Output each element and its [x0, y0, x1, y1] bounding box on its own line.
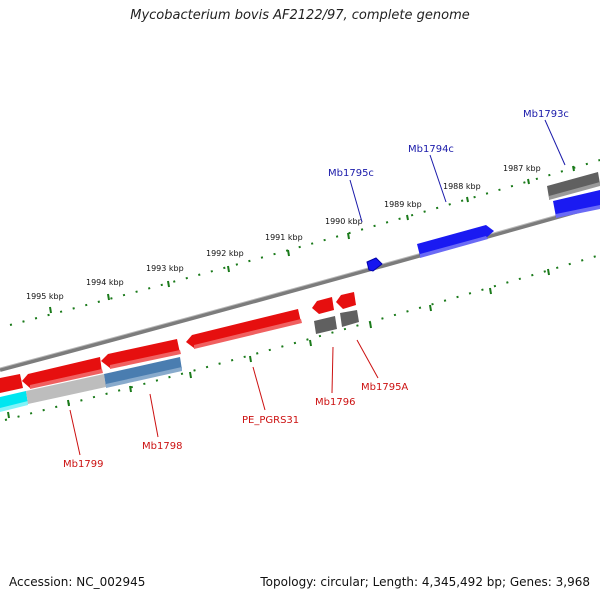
scale-label-1989: 1989 kbp [384, 200, 422, 209]
feature-gray-mb1796 [314, 316, 337, 334]
reverse-leader-lines [69, 339, 379, 456]
gene-mb1799-body[interactable] [22, 357, 102, 388]
gene-red-left-stub [0, 374, 23, 393]
gene-mb1798-body[interactable] [101, 339, 180, 368]
lower-major-ticks [7, 268, 550, 419]
scale-label-1990: 1990 kbp [325, 217, 363, 226]
label-mb1799[interactable]: Mb1799 [63, 459, 103, 470]
gene-mb1798-shade [110, 350, 181, 369]
gene-mb1794c[interactable] [417, 225, 494, 256]
gene-mb1795a-body[interactable] [336, 292, 356, 309]
scale-label-1995: 1995 kbp [26, 292, 64, 301]
scale-label-1987: 1987 kbp [503, 164, 541, 173]
label-pe-pgrs31[interactable]: PE_PGRS31 [242, 415, 299, 426]
label-mb1798[interactable]: Mb1798 [142, 441, 182, 452]
label-mb1795c[interactable]: Mb1795c [328, 168, 374, 179]
genome-backbone [0, 203, 600, 372]
gene-pe-pgrs31-body[interactable] [186, 309, 301, 348]
feature-cyan [0, 391, 28, 411]
scale-label-1992: 1992 kbp [206, 249, 244, 258]
scale-label-1993: 1993 kbp [146, 264, 184, 273]
forward-leader-lines [349, 119, 566, 223]
label-mb1793c[interactable]: Mb1793c [523, 109, 569, 120]
gene-pe-pgrs31-shade [194, 319, 302, 349]
upper-tick-track [9, 159, 600, 326]
map-title: Mycobacterium bovis AF2122/97, complete … [130, 8, 470, 23]
genome-backbone-highlight [0, 202, 600, 369]
feature-cyan-shade [0, 401, 28, 412]
scale-label-1994: 1994 kbp [86, 278, 124, 287]
gene-mb1799-shade [30, 369, 103, 389]
gene-mb1795c[interactable] [366, 257, 383, 272]
label-mb1795a[interactable]: Mb1795A [361, 382, 408, 393]
footer-accession: Accession: NC_002945 [9, 575, 146, 589]
feature-lightgray [26, 374, 106, 404]
feature-steelblue [104, 357, 182, 387]
feature-gray-upper-shade [549, 182, 600, 200]
gene-mb1793c-shade [556, 205, 600, 218]
footer-genome-stats: Topology: circular; Length: 4,345,492 bp… [260, 575, 590, 589]
label-mb1794c[interactable]: Mb1794c [408, 144, 454, 155]
gene-mb1796-body[interactable] [312, 297, 334, 314]
feature-gray-mb1795a [340, 310, 359, 327]
scale-label-1991: 1991 kbp [265, 233, 303, 242]
label-mb1796[interactable]: Mb1796 [315, 397, 355, 408]
upper-major-ticks [49, 165, 575, 314]
feature-steelblue-shade [106, 367, 182, 388]
gene-mb1794c-shade [420, 236, 488, 258]
scale-label-1988: 1988 kbp [443, 182, 481, 191]
feature-gray-upper [547, 172, 600, 198]
